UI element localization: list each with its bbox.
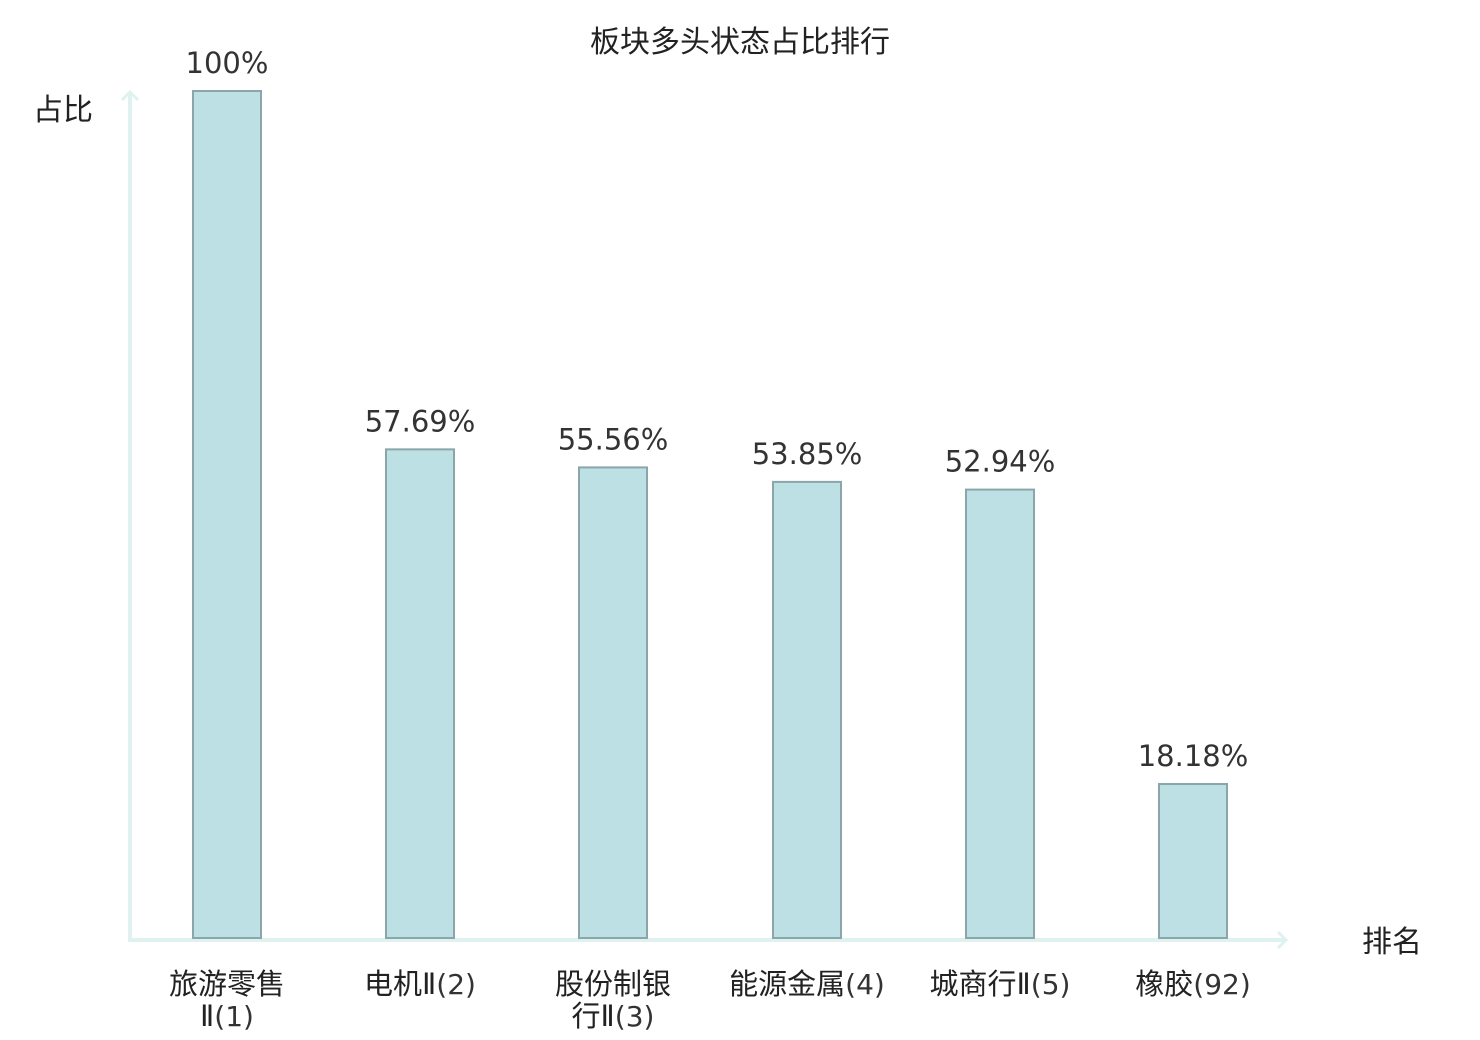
value-label-4: 53.85% [752, 437, 863, 471]
category-label-4: 能源金属(4) [729, 967, 885, 1001]
x-axis-label: 排名 [1362, 925, 1422, 960]
bar-3 [578, 466, 648, 939]
category-label-5: 城商行Ⅱ(5) [930, 967, 1071, 1001]
category-label-6: 橡胶(92) [1135, 967, 1251, 1001]
category-label-3: 股份制银行Ⅱ(3) [555, 967, 671, 1033]
value-label-3: 55.56% [558, 422, 669, 456]
bar-6 [1158, 783, 1228, 939]
value-label-6: 18.18% [1138, 739, 1249, 773]
value-labels-layer: 100% 57.69% 55.56% 53.85% 52.94% 18.18% [186, 46, 1249, 773]
y-axis-label: 占比 [33, 93, 93, 128]
value-label-2: 57.69% [365, 404, 476, 438]
category-label-1: 旅游零售 Ⅱ(1) [169, 967, 285, 1033]
category-labels-layer: 旅游零售 Ⅱ(1) 电机Ⅱ(2) 股份制银行Ⅱ(3) 能源金属(4) 城商行Ⅱ(5) 橡胶(… [169, 967, 1251, 1033]
chart-title: 板块多头状态占比排行 [590, 25, 890, 60]
bar-4 [772, 480, 842, 939]
bar-2 [385, 448, 455, 939]
value-label-5: 52.94% [945, 445, 1056, 479]
bars-layer [192, 90, 1228, 939]
category-label-2: 电机Ⅱ(2) [364, 967, 476, 1001]
value-label-1: 100% [186, 46, 269, 80]
bar-5 [965, 488, 1035, 939]
bar-1 [192, 90, 262, 939]
